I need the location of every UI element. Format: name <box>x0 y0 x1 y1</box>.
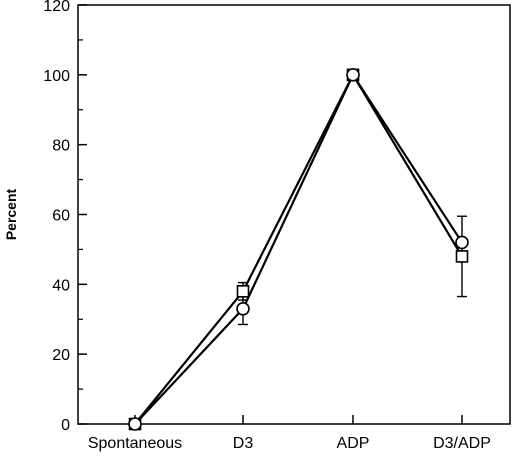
y-tick-label: 0 <box>61 417 70 434</box>
y-tick-label: 100 <box>43 68 70 85</box>
y-tick-label: 40 <box>52 277 70 294</box>
x-tick-label: D3/ADP <box>433 435 491 452</box>
series-line-circle <box>134 73 463 425</box>
series-lines <box>134 73 463 425</box>
x-tick-label: ADP <box>337 435 370 452</box>
data-point-circle <box>128 417 142 431</box>
markers <box>128 68 469 431</box>
data-point-circle <box>455 235 469 250</box>
axes: 0 20 40 60 80 100 120 Spontaneous D3 ADP D3/ADP <box>43 0 511 452</box>
data-point-square <box>236 285 250 298</box>
x-tick-label: D3 <box>233 435 254 452</box>
series-line-square <box>134 73 463 425</box>
data-point-square <box>455 250 469 263</box>
data-point-circle <box>346 68 360 82</box>
y-tick-label: 120 <box>43 0 70 15</box>
plot-frame <box>77 4 511 425</box>
y-tick-label: 80 <box>52 138 70 155</box>
data-point-circle <box>236 301 250 316</box>
y-tick-label: 20 <box>52 347 70 364</box>
y-tick-label: 60 <box>52 208 70 225</box>
y-axis-label: Percent <box>3 188 19 240</box>
x-tick-label: Spontaneous <box>88 435 182 452</box>
